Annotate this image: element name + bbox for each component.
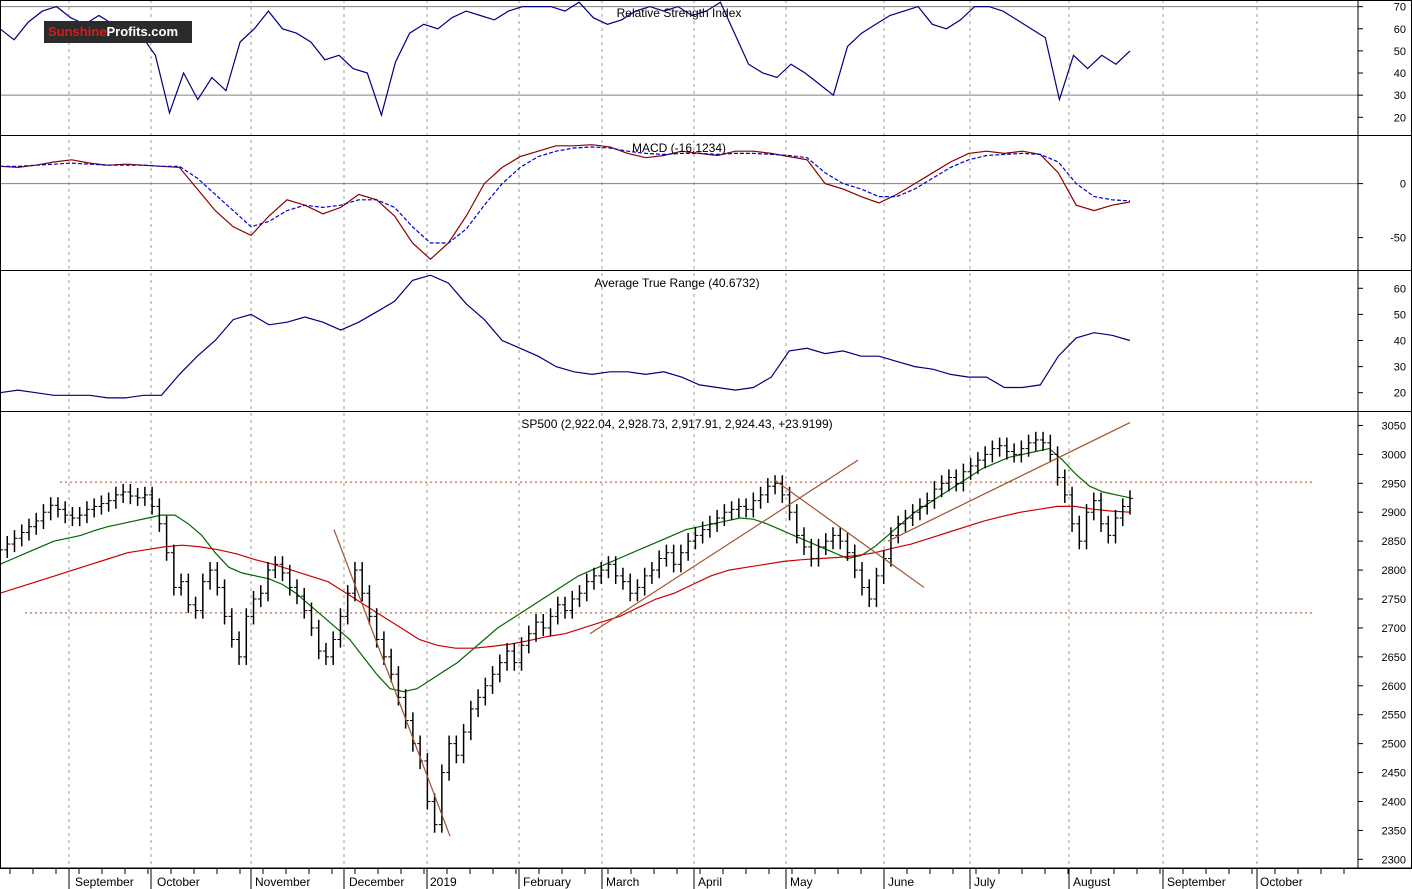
price-y-tick-label: 2300 — [1382, 854, 1406, 866]
rsi-y-tick-label: 50 — [1394, 46, 1406, 58]
rsi-y-tick-label: 20 — [1394, 112, 1406, 124]
macd-title: MACD (-16.1234) — [632, 141, 726, 155]
atr-panel-frame — [0, 270, 1412, 412]
macd-line — [0, 144, 1131, 261]
price-y-tick-label: 3050 — [1382, 420, 1406, 432]
month-label: October — [157, 875, 200, 889]
trendline — [774, 479, 925, 588]
price-y-tick-label: 3000 — [1382, 449, 1406, 461]
month-label: 2019 — [430, 875, 457, 889]
moving-average-short — [0, 447, 1131, 693]
logo-text: SunshineProfits.com — [48, 24, 178, 39]
trendline — [887, 422, 1131, 542]
macd-signal-line — [0, 146, 1131, 244]
y-axis-labels-layer: 20 30 40 50 60 70 0 -50 20 30 40 50 60 2300 2350 2400 24… — [1382, 2, 1406, 867]
rsi-y-tick-label: 30 — [1394, 90, 1406, 102]
trendline — [333, 529, 451, 837]
price-y-tick-label: 2950 — [1382, 478, 1406, 490]
grid-layer — [68, 0, 1258, 868]
price-y-tick-label: 2350 — [1382, 825, 1406, 837]
atr-y-tick-label: 30 — [1394, 362, 1406, 374]
rsi-y-tick-label: 40 — [1394, 68, 1406, 80]
price-y-tick-label: 2850 — [1382, 536, 1406, 548]
price-y-tick-label: 2650 — [1382, 652, 1406, 664]
month-label: July — [974, 875, 995, 889]
rsi-title: Relative Strength Index — [617, 6, 742, 20]
macd-panel-frame — [0, 135, 1412, 271]
month-label: March — [606, 875, 639, 889]
series-layer — [0, 1, 1131, 693]
month-label: October — [1260, 875, 1303, 889]
price-title: SP500 (2,922.04, 2,928.73, 2,917.91, 2,9… — [521, 417, 832, 431]
month-label: February — [523, 875, 571, 889]
price-y-tick-label: 2500 — [1382, 739, 1406, 751]
price-y-tick-label: 2900 — [1382, 507, 1406, 519]
moving-average-long — [0, 505, 1131, 649]
price-y-tick-label: 2750 — [1382, 594, 1406, 606]
logo: SunshineProfits.com — [44, 21, 192, 43]
macd-y-tick-label: 0 — [1400, 179, 1406, 191]
rsi-line — [0, 1, 1131, 118]
reference-lines-layer — [0, 6, 1358, 614]
trendlines-layer — [333, 422, 1131, 837]
price-y-tick-label: 2550 — [1382, 710, 1406, 722]
atr-line — [0, 274, 1131, 399]
price-panel-frame — [0, 411, 1412, 869]
price-y-tick-label: 2450 — [1382, 768, 1406, 780]
month-label: May — [790, 875, 813, 889]
price-y-tick-label: 2600 — [1382, 681, 1406, 693]
month-label: June — [888, 875, 914, 889]
rsi-y-tick-label: 70 — [1394, 2, 1406, 14]
atr-y-tick-label: 20 — [1394, 388, 1406, 400]
month-label: September — [1167, 875, 1226, 889]
month-label: September — [75, 875, 134, 889]
logo-background — [44, 21, 192, 43]
trendline — [589, 459, 859, 635]
price-y-tick-label: 2700 — [1382, 623, 1406, 635]
rsi-y-tick-label: 60 — [1394, 24, 1406, 36]
atr-y-tick-label: 50 — [1394, 309, 1406, 321]
price-y-tick-label: 2800 — [1382, 565, 1406, 577]
month-label: August — [1073, 875, 1111, 889]
atr-y-tick-label: 60 — [1394, 283, 1406, 295]
price-bars-layer — [0, 431, 1133, 833]
month-label: December — [349, 875, 404, 889]
atr-title: Average True Range (40.6732) — [594, 276, 759, 290]
month-label: April — [698, 875, 722, 889]
price-y-tick-label: 2400 — [1382, 796, 1406, 808]
x-axis-labels-layer: September October November December 2019 Febr… — [75, 875, 1303, 889]
month-label: November — [255, 875, 310, 889]
rsi-panel-frame — [0, 0, 1412, 136]
macd-y-tick-label: -50 — [1390, 233, 1406, 245]
atr-y-tick-label: 40 — [1394, 336, 1406, 348]
